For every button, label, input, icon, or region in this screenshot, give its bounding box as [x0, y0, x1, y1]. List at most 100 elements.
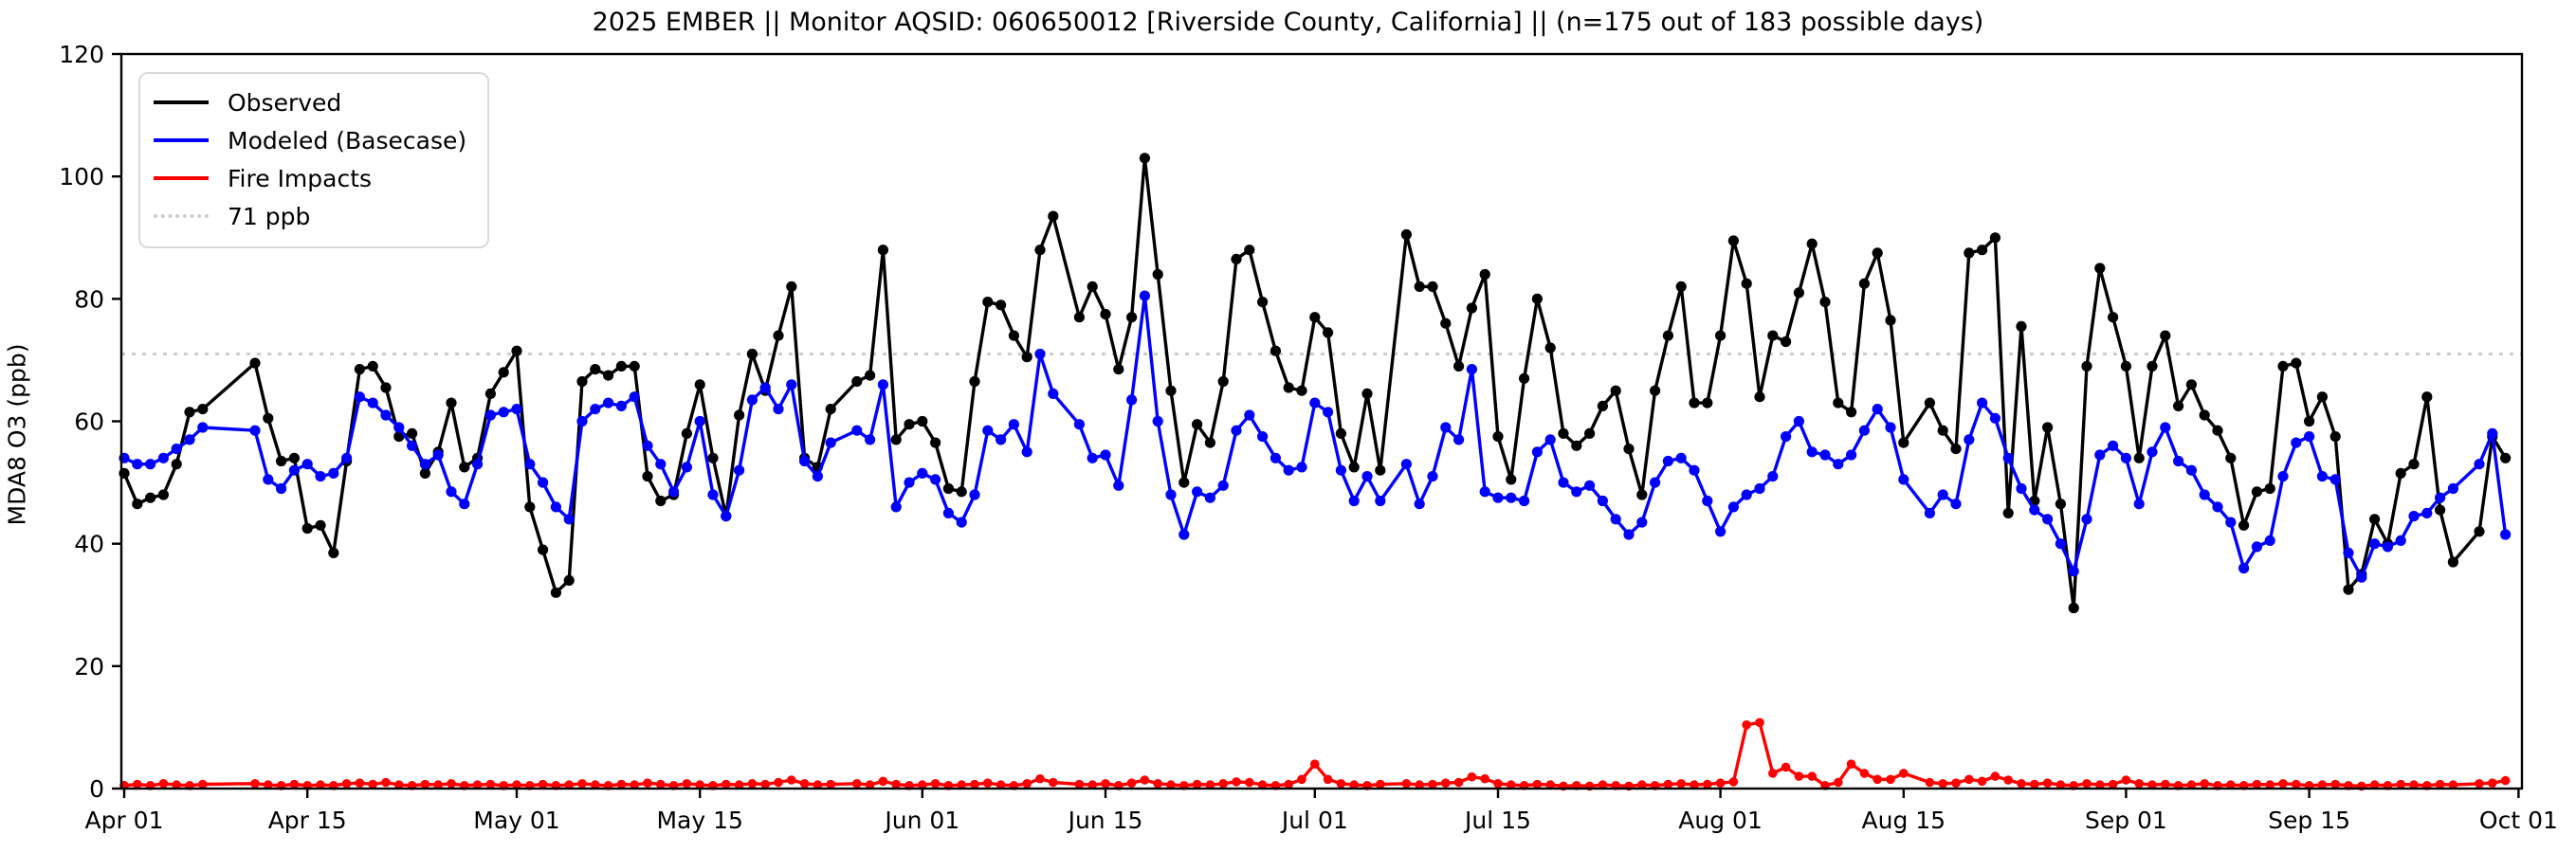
threshold-line-swatch [154, 214, 209, 218]
data-point [1702, 495, 1713, 507]
data-point [1073, 312, 1085, 323]
data-point [512, 780, 521, 789]
data-point [1139, 290, 1150, 301]
data-point [550, 501, 562, 513]
data-point [407, 440, 418, 451]
data-point [197, 404, 209, 415]
x-tick-label: Sep 15 [2268, 807, 2350, 834]
data-point [694, 415, 705, 427]
data-point [1152, 268, 1163, 281]
data-point [2329, 431, 2341, 443]
data-point [2225, 517, 2237, 528]
data-point [1819, 449, 1831, 461]
data-point [133, 779, 142, 789]
data-point [969, 375, 980, 388]
data-point [1964, 247, 1975, 259]
data-point [263, 474, 274, 485]
data-point [996, 434, 1007, 445]
data-point [2304, 431, 2315, 443]
data-point [2277, 360, 2289, 372]
data-point [1218, 779, 1228, 789]
data-point [1192, 779, 1202, 789]
data-point [1205, 780, 1215, 789]
data-point [1204, 437, 1215, 448]
data-point [1793, 287, 1804, 299]
data-point [2017, 779, 2026, 789]
data-point [157, 489, 169, 500]
data-point [2212, 501, 2223, 513]
data-point [1663, 779, 1673, 789]
data-point [380, 409, 392, 421]
data-point [1742, 720, 1751, 730]
data-point [2120, 360, 2131, 372]
data-point [1309, 312, 1321, 323]
data-point [1022, 779, 1032, 789]
data-point [722, 779, 731, 789]
data-point [1074, 779, 1085, 789]
data-point [1807, 771, 1817, 781]
data-point [590, 404, 601, 415]
data-point [1231, 425, 1242, 436]
data-point [721, 511, 732, 522]
data-point [1323, 774, 1333, 785]
data-point [2108, 312, 2119, 323]
data-point [316, 780, 325, 789]
data-point [2251, 486, 2262, 498]
data-point [904, 477, 915, 488]
data-point [1165, 489, 1177, 500]
modeled-line-swatch [154, 138, 209, 142]
data-point [485, 779, 496, 789]
data-point [2474, 526, 2485, 537]
data-point [1623, 444, 1635, 455]
data-point [315, 519, 326, 531]
data-point [1925, 777, 1935, 788]
data-point [1428, 779, 1437, 789]
data-point [851, 425, 863, 436]
data-point [1977, 776, 1987, 787]
data-point [2474, 459, 2485, 470]
data-point [1297, 774, 1306, 785]
data-point [2265, 780, 2275, 789]
data-point [642, 440, 653, 451]
data-point [1636, 489, 1648, 500]
data-point [2055, 499, 2066, 510]
data-point [1846, 407, 1857, 418]
data-point [734, 780, 744, 789]
data-point [288, 464, 300, 476]
data-point [288, 452, 300, 463]
y-tick-label: 120 [59, 41, 104, 68]
y-tick-label: 20 [74, 653, 104, 681]
data-point [1544, 434, 1556, 445]
data-point [2094, 449, 2106, 461]
data-point [2226, 780, 2236, 789]
data-point [1415, 780, 1424, 789]
x-tick-label: May 15 [656, 807, 742, 834]
data-point [1008, 419, 1019, 430]
data-point [1335, 427, 1346, 439]
x-tick-label: Sep 01 [2085, 807, 2167, 834]
data-point [2199, 489, 2210, 500]
data-point [1519, 372, 1530, 384]
data-point [1885, 315, 1896, 326]
data-point [982, 297, 994, 308]
data-point [1492, 431, 1504, 443]
data-point [2304, 415, 2315, 427]
data-point [1113, 364, 1124, 375]
data-point [368, 779, 378, 789]
data-point [1506, 474, 1517, 485]
data-point [1728, 777, 1739, 787]
data-point [1833, 397, 1844, 408]
data-point [746, 348, 758, 360]
data-point [198, 779, 208, 789]
data-point [2435, 492, 2446, 503]
data-point [1950, 444, 1962, 455]
data-point [1361, 471, 1373, 482]
data-point [1244, 409, 1255, 421]
data-point [996, 780, 1006, 789]
data-point [2160, 330, 2171, 341]
data-point [1597, 400, 1608, 411]
data-point [1400, 459, 1412, 470]
data-point [1937, 425, 1948, 436]
data-point [760, 779, 770, 789]
data-point [591, 780, 600, 789]
